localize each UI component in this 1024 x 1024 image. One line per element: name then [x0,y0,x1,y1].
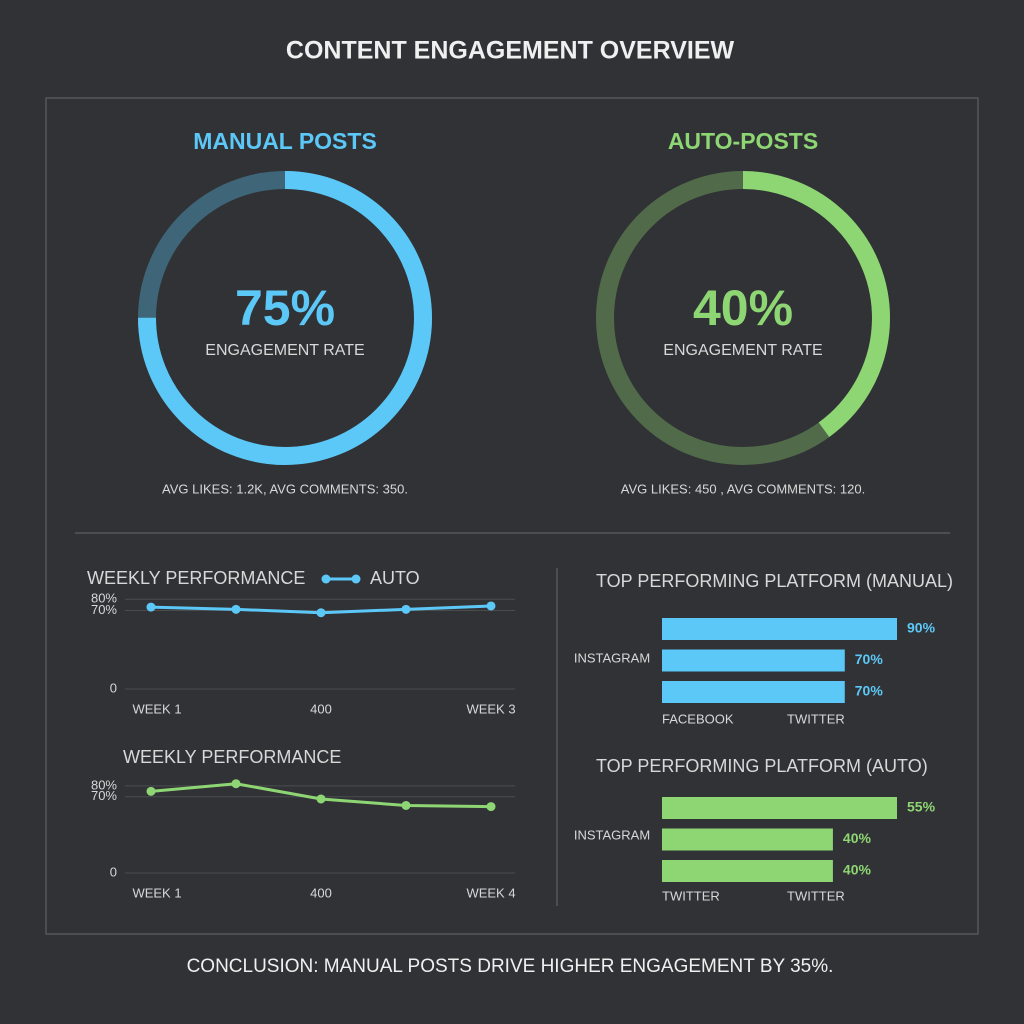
gauge-arc [596,171,890,465]
line-title: WEEKLY PERFORMANCE [87,568,305,588]
bar-value-label: 40% [843,830,872,846]
line-point [146,786,156,796]
category-label: TWITTER [662,888,720,903]
bar [662,649,845,672]
x-tick-label: 400 [310,885,332,900]
gauge-title: AUTO-POSTS [668,128,818,154]
gauge-value: 40% [693,280,793,336]
line-point [231,604,241,614]
legend-label: AUTO [370,568,420,588]
line-point [316,794,326,804]
bar [662,618,897,640]
legend-marker [321,574,331,584]
legend-marker [351,574,361,584]
conclusion: CONCLUSION: MANUAL POSTS DRIVE HIGHER EN… [187,956,834,977]
bar-title: TOP PERFORMING PLATFORM (MANUAL) [596,571,953,591]
bar [662,797,897,819]
gauge-label: ENGAGEMENT RATE [663,342,822,359]
line-title: WEEKLY PERFORMANCE [123,747,341,767]
bar-title: TOP PERFORMING PLATFORM (AUTO) [596,756,928,776]
bar-value-label: 70% [855,683,884,699]
bar-value-label: 55% [907,799,936,815]
bar [662,860,833,882]
bar [662,828,833,851]
panel [45,97,979,935]
bar-value-label: 90% [907,620,936,636]
line-point [231,779,241,789]
y-tick-label: 70% [91,602,117,617]
y-tick-label: 70% [91,788,117,803]
x-tick-label: WEEK 4 [466,885,515,900]
y-tick-label: 0 [110,680,117,695]
bar-value-label: 40% [843,862,872,878]
gauge-arc [138,171,432,465]
bar-value-label: 70% [855,651,884,667]
gauge-title: MANUAL POSTS [193,128,377,154]
line-point [316,608,326,618]
line-point [486,601,496,611]
y-tick-label: 0 [110,864,117,879]
y-tick-label: 80% [91,777,117,792]
gauge-note: AVG LIKES: 1.2K, AVG COMMENTS: 350. [162,481,408,496]
line-point [401,800,411,810]
line-point [401,604,411,614]
y-tick-label: 80% [91,591,117,606]
category-label: TWITTER [787,711,845,726]
bar [662,681,845,703]
x-tick-label: WEEK 3 [466,701,515,716]
gauge-note: AVG LIKES: 450 , AVG COMMENTS: 120. [621,481,865,496]
x-tick-label: 400 [310,701,332,716]
category-label: INSTAGRAM [574,650,650,665]
x-tick-label: WEEK 1 [132,701,181,716]
line-point [146,602,156,612]
category-label: FACEBOOK [662,711,734,726]
line-point [486,802,496,812]
page-title: CONTENT ENGAGEMENT OVERVIEW [286,37,735,65]
category-label: INSTAGRAM [574,827,650,842]
category-label: TWITTER [787,888,845,903]
x-tick-label: WEEK 1 [132,885,181,900]
gauge-value: 75% [235,280,335,336]
gauge-label: ENGAGEMENT RATE [205,342,364,359]
